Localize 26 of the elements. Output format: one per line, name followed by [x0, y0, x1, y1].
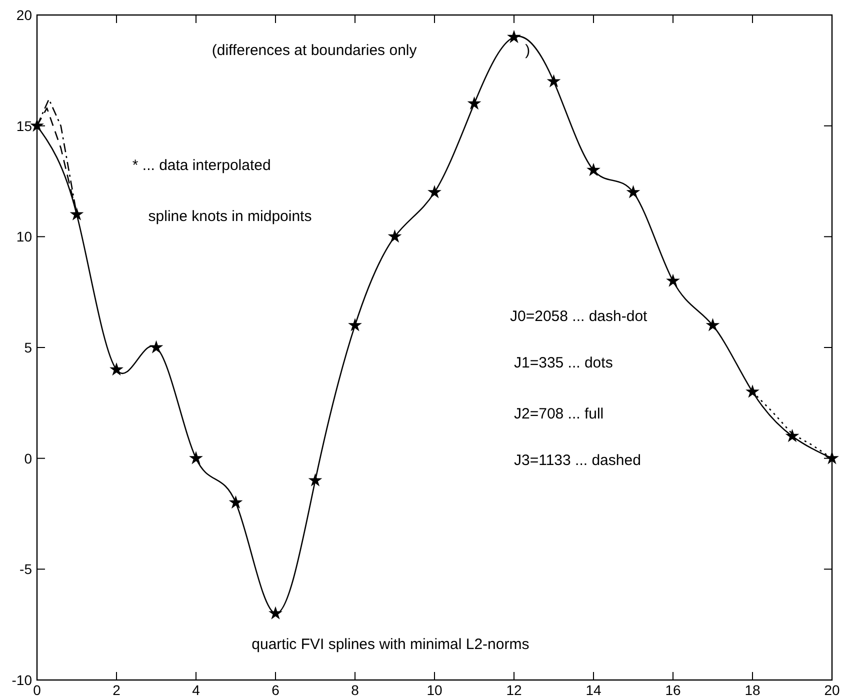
- annotation: J3=1133 ... dashed: [514, 452, 641, 469]
- annotation: J1=335 ... dots: [514, 354, 613, 372]
- x-tick-label: 10: [426, 682, 442, 696]
- y-tick-label: 20: [16, 7, 32, 23]
- x-tick-label: 6: [272, 682, 280, 696]
- y-tick-label: 10: [16, 228, 32, 245]
- annotation: spline knots in midpoints: [148, 208, 312, 226]
- x-tick-label: 14: [586, 682, 602, 696]
- x-tick-label: 2: [112, 682, 121, 696]
- x-tick-label: 8: [351, 682, 360, 696]
- x-tick-label: 16: [665, 682, 681, 696]
- x-tick-label: 0: [33, 682, 42, 696]
- y-tick-label: -10: [12, 672, 32, 688]
- annotation: * ... data interpolated: [132, 157, 271, 174]
- annotation: quartic FVI splines with minimal L2-norms: [252, 636, 530, 653]
- x-tick-label: 18: [744, 682, 760, 696]
- annotation: (differences at boundaries only ): [212, 42, 530, 59]
- x-tick-label: 12: [506, 682, 522, 696]
- y-tick-label: 0: [24, 450, 32, 466]
- y-tick-label: 5: [24, 340, 32, 356]
- x-tick-label: 20: [824, 682, 840, 696]
- annotation: J2=708 ... full: [514, 405, 604, 422]
- y-tick-label: -5: [20, 561, 32, 578]
- y-tick-label: 15: [16, 118, 32, 134]
- annotation: J0=2058 ... dash-dot: [510, 308, 648, 325]
- x-tick-label: 4: [192, 682, 200, 696]
